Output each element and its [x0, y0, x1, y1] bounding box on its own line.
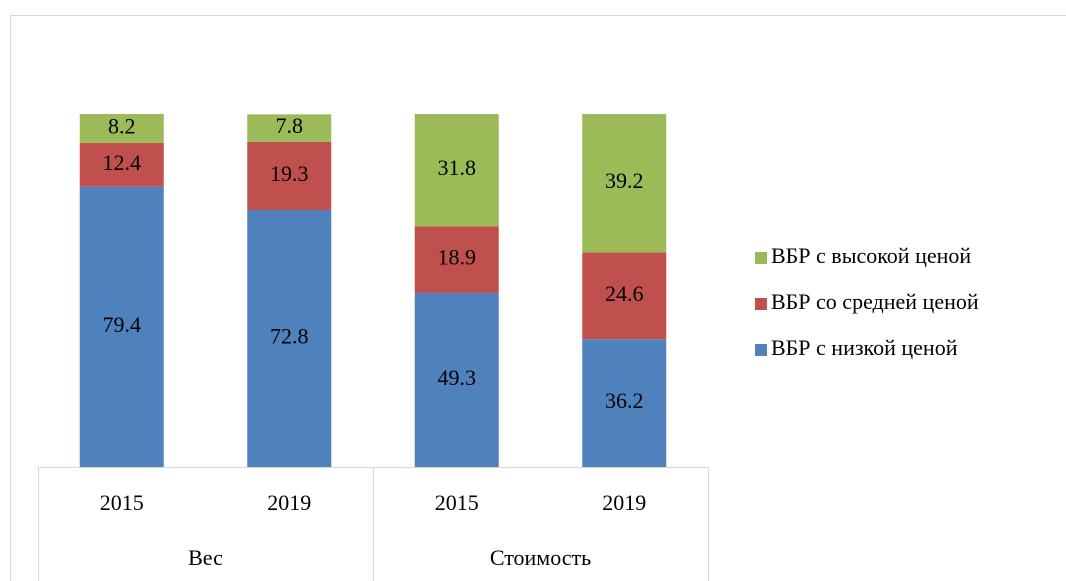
- bar-segment: [247, 114, 332, 142]
- data-label: 8.2: [108, 114, 136, 139]
- legend-label: ВБР со средней ценой: [771, 289, 979, 314]
- x-tick-label: 2019: [602, 490, 646, 515]
- data-label: 24.6: [605, 281, 644, 306]
- group-label: Стоимость: [490, 545, 591, 570]
- legend-swatch: [755, 298, 767, 310]
- bar-segment: [414, 292, 499, 467]
- data-label: 7.8: [276, 113, 304, 138]
- bar-segment: [582, 252, 667, 340]
- legend-swatch: [755, 252, 767, 264]
- x-tick-label: 2019: [267, 490, 311, 515]
- bar-segment: [414, 114, 499, 227]
- bar-segment: [79, 114, 164, 143]
- bar-segment: [247, 210, 332, 468]
- data-label: 12.4: [103, 150, 142, 175]
- bar-segment: [582, 339, 667, 467]
- bar-segment: [582, 114, 667, 253]
- chart-border: [10, 15, 1066, 581]
- bar-segment: [79, 142, 164, 187]
- legend-label: ВБР с высокой ценой: [771, 243, 971, 268]
- data-label: 18.9: [438, 245, 477, 270]
- bar-segment: [79, 186, 164, 467]
- data-label: 79.4: [103, 312, 142, 337]
- x-tick-label: 2015: [435, 490, 479, 515]
- bar-segment: [247, 141, 332, 211]
- data-label: 31.8: [438, 155, 477, 180]
- data-label: 19.3: [270, 161, 309, 186]
- data-label: 36.2: [605, 388, 644, 413]
- data-label: 49.3: [438, 365, 477, 390]
- x-tick-label: 2015: [100, 490, 144, 515]
- legend-label: ВБР с низкой ценой: [771, 335, 958, 360]
- data-label: 39.2: [605, 168, 644, 193]
- legend-swatch: [755, 344, 767, 356]
- group-label: Вес: [188, 545, 223, 570]
- data-label: 72.8: [270, 324, 309, 349]
- bar-segment: [414, 226, 499, 293]
